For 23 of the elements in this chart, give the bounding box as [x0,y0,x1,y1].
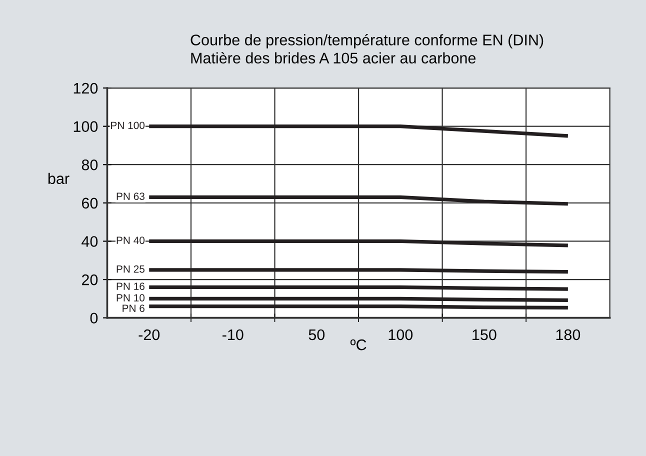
x-axis-title: ºC [350,339,366,350]
y-tick-label: 80 [82,159,98,170]
series-label: PN 40 [116,236,145,244]
chart-title: Courbe de pression/température conforme EN (DIN) Matière des brides A 105 acier au carbone [190,34,544,64]
x-tick-label: 150 [472,329,496,340]
x-tick-label: -20 [138,329,160,340]
y-tick-label: 40 [82,236,98,247]
series-label: PN 63 [116,192,144,200]
series-label: PN 10 [116,294,145,302]
x-tick-label: -10 [222,329,244,340]
y-tick-label: 20 [82,274,98,286]
series-label: PN 25 [116,265,145,273]
y-tick-label: 100 [74,121,98,132]
series-label: PN 6 [122,304,144,312]
y-axis-title: bar [48,172,70,184]
y-tick-label: 0 [90,312,98,324]
series-label: PN 100 [111,122,145,130]
x-tick-label: 100 [388,329,413,340]
series-label: PN 16 [116,282,144,290]
x-tick-label: 180 [556,329,580,340]
y-tick-label: 60 [82,198,98,209]
x-tick-label: 50 [308,329,325,340]
y-tick-label: 120 [74,82,98,94]
